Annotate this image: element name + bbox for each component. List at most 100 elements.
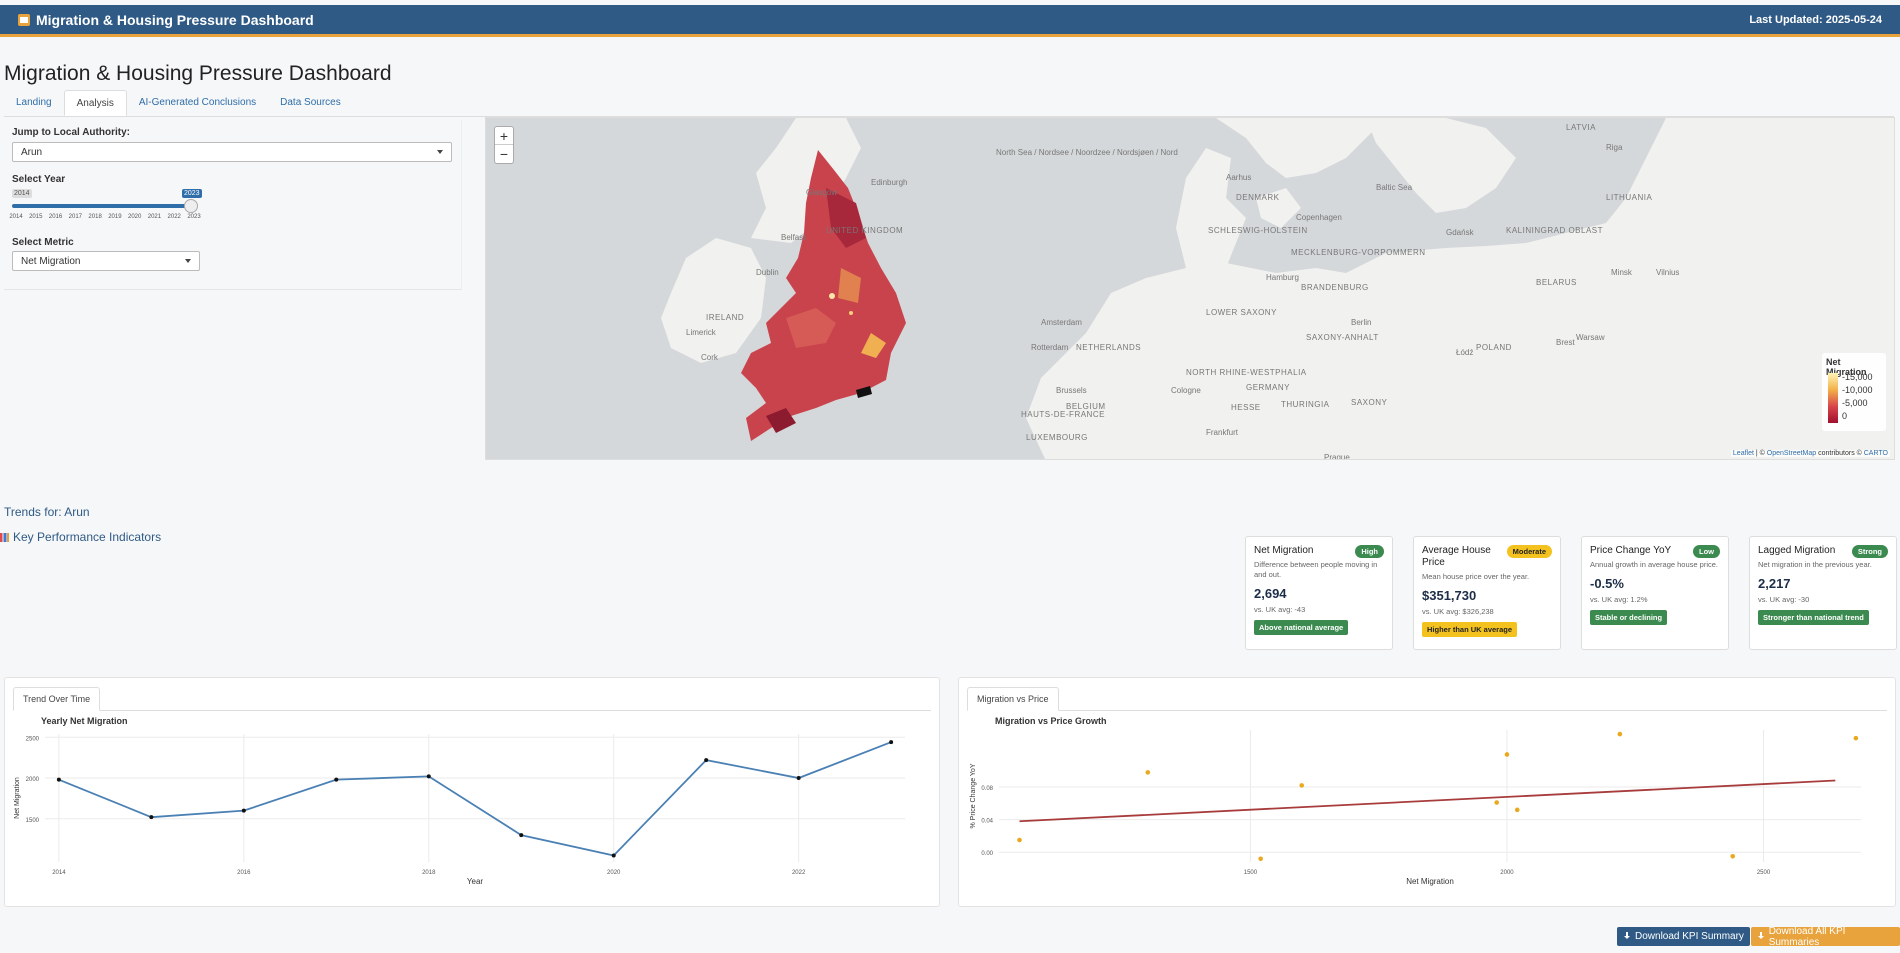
x-tick-label: 2020 <box>607 870 621 876</box>
map-place-label: NORTH RHINE-WESTPHALIA <box>1186 368 1307 377</box>
data-point <box>889 740 893 744</box>
map-place-label: Gdańsk <box>1446 228 1474 237</box>
tab-ai-conclusions[interactable]: AI-Generated Conclusions <box>127 90 268 116</box>
tab-migration-vs-price[interactable]: Migration vs Price <box>967 687 1059 711</box>
map-place-label: Warsaw <box>1576 333 1605 342</box>
slider-min-label: 2014 <box>12 189 32 198</box>
kpi-name: Lagged Migration <box>1758 545 1846 557</box>
slider-handle[interactable] <box>184 199 198 213</box>
map-place-label: North Sea / Nordsee / Noordzee / Nordsjø… <box>996 148 1178 157</box>
slider-tick-label: 2019 <box>108 214 121 220</box>
navbar-brand[interactable]: Migration & Housing Pressure Dashboard <box>18 12 314 28</box>
kpi-level-badge: Strong <box>1852 545 1888 558</box>
metric-select[interactable]: Net Migration <box>12 251 200 271</box>
map-place-label: DENMARK <box>1236 193 1280 202</box>
choropleth-map[interactable]: IRELAND UNITED KINGDOM DENMARK NETHERLANDS G… <box>485 117 1895 460</box>
map-place-label: Belfast <box>781 233 805 242</box>
kpi-value: $351,730 <box>1422 588 1552 603</box>
map-place-label: Vilnius <box>1656 268 1679 277</box>
legend-label: -15,000 <box>1842 372 1873 382</box>
download-all-label: Download All KPI Summaries <box>1769 926 1894 948</box>
map-place-label: Łódź <box>1456 348 1473 357</box>
map-place-label: HAUTS-DE-FRANCE <box>1021 410 1105 419</box>
map-place-label: Amsterdam <box>1041 318 1082 327</box>
line-chart: Yearly Net Migration 1500 2000 2500 2014 2016… <box>5 714 941 904</box>
data-point <box>1618 732 1623 737</box>
map-place-label: KALININGRAD OBLAST <box>1506 226 1603 235</box>
kpi-section-label: Key Performance Indicators <box>13 530 161 544</box>
chart-title: Yearly Net Migration <box>41 716 128 726</box>
la-select[interactable]: Arun <box>12 142 452 162</box>
data-point <box>334 778 338 782</box>
x-tick-label: 2014 <box>52 870 66 876</box>
legend-label: 0 <box>1842 411 1847 421</box>
data-point <box>1505 752 1510 757</box>
leaflet-link[interactable]: Leaflet <box>1733 450 1754 457</box>
last-updated: Last Updated: 2025-05-24 <box>1749 14 1882 26</box>
legend-color-bar <box>1828 373 1838 423</box>
trend-panel-tabs: Trend Over Time <box>13 687 931 711</box>
kpi-card-price-change: Price Change YoY Low Annual growth in av… <box>1581 536 1729 650</box>
kpi-card-lagged-migration: Lagged Migration Strong Net migration in… <box>1749 536 1897 650</box>
data-point <box>427 774 431 778</box>
y-tick-label: 0.00 <box>981 851 993 857</box>
kpi-uk-average: vs. UK avg: -43 <box>1254 605 1384 614</box>
x-tick-label: 2500 <box>1757 870 1771 876</box>
trend-panel: Trend Over Time Yearly Net Migration 1500… <box>4 677 940 907</box>
download-kpi-button[interactable]: Download KPI Summary <box>1617 927 1750 946</box>
map-place-label: Copenhagen <box>1296 213 1342 222</box>
zoom-out-button[interactable]: − <box>495 145 513 163</box>
tab-trend-over-time[interactable]: Trend Over Time <box>13 687 100 711</box>
data-point <box>242 809 246 813</box>
x-tick-label: 2016 <box>237 870 251 876</box>
year-slider[interactable]: 2014 2023 2014 2015 2016 2017 2018 2019 2020 20… <box>12 189 202 225</box>
slider-track[interactable] <box>12 204 192 208</box>
zoom-in-button[interactable]: + <box>495 127 513 145</box>
page-title: Migration & Housing Pressure Dashboard <box>4 62 392 86</box>
map-attribution: Leaflet | © OpenStreetMap contributors ©… <box>1731 450 1890 457</box>
kpi-name: Price Change YoY <box>1590 545 1678 557</box>
map-place-label: LATVIA <box>1566 123 1596 132</box>
attrib-sep: | © <box>1754 450 1767 457</box>
map-place-label: MECKLENBURG-VORPOMMERN <box>1291 248 1426 257</box>
kpi-section-title: Key Performance Indicators <box>0 530 161 544</box>
carto-link[interactable]: CARTO <box>1864 450 1888 457</box>
download-all-button[interactable]: Download All KPI Summaries <box>1751 927 1900 946</box>
data-point <box>1258 856 1263 861</box>
map-place-label: LUXEMBOURG <box>1026 433 1088 442</box>
map-place-label: BELARUS <box>1536 278 1577 287</box>
kpi-status-tag: Above national average <box>1254 620 1348 635</box>
kpi-name: Average House Price <box>1422 545 1510 569</box>
year-label: Select Year <box>12 174 65 185</box>
osm-link[interactable]: OpenStreetMap <box>1767 450 1816 457</box>
kpi-value: -0.5% <box>1590 576 1720 591</box>
x-axis-label: Year <box>467 877 484 886</box>
tab-data-sources[interactable]: Data Sources <box>268 90 353 116</box>
kpi-uk-average: vs. UK avg: 1.2% <box>1590 595 1720 604</box>
map-place-label: Glasgow <box>806 188 837 197</box>
map-place-label: SAXONY-ANHALT <box>1306 333 1379 342</box>
kpi-uk-average: vs. UK avg: -30 <box>1758 595 1888 604</box>
y-tick-label: 2000 <box>26 777 40 783</box>
tab-landing[interactable]: Landing <box>4 90 64 116</box>
y-tick-label: 0.08 <box>981 786 993 792</box>
navbar-title: Migration & Housing Pressure Dashboard <box>36 12 314 28</box>
map-place-label: Baltic Sea <box>1376 183 1412 192</box>
data-point <box>1145 770 1150 775</box>
map-place-label: Cologne <box>1171 386 1201 395</box>
map-place-label: UNITED KINGDOM <box>826 226 903 235</box>
kpi-uk-average: vs. UK avg: $326,238 <box>1422 607 1552 616</box>
la-select-value: Arun <box>21 147 42 158</box>
map-place-label: HESSE <box>1231 403 1261 412</box>
tab-analysis[interactable]: Analysis <box>64 90 127 116</box>
data-point <box>1515 808 1520 813</box>
attrib-sep: contributors © <box>1816 450 1864 457</box>
slider-tick-label: 2022 <box>168 214 181 220</box>
x-tick-label: 1500 <box>1244 870 1258 876</box>
kpi-name: Net Migration <box>1254 545 1342 557</box>
slider-tick-label: 2018 <box>88 214 101 220</box>
map-place-label: LITHUANIA <box>1606 193 1652 202</box>
slider-tick-label: 2014 <box>9 214 22 220</box>
map-place-label: POLAND <box>1476 343 1512 352</box>
data-point <box>1730 854 1735 859</box>
